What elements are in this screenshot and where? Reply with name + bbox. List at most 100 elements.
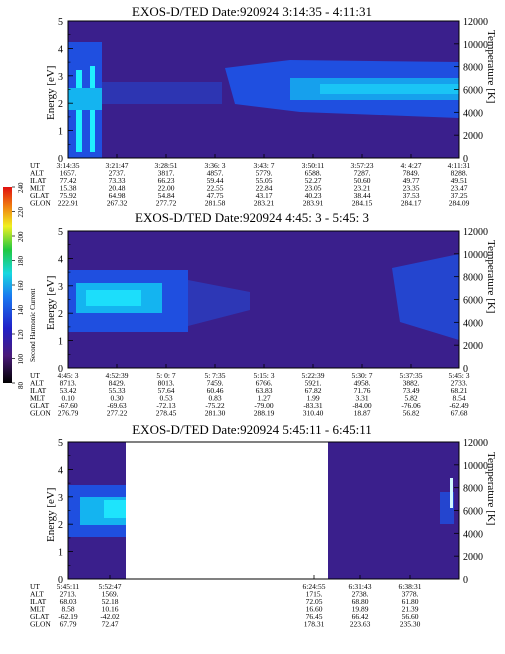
temperature-tick-label: 0: [463, 575, 468, 586]
colorbar-tick-label: 80: [17, 382, 25, 390]
ephemeris-value: 284.17: [401, 199, 422, 208]
ephemeris-value: -62.49: [449, 401, 469, 410]
ephemeris-value: 223.63: [350, 620, 371, 629]
energy-tick-label: 4: [58, 465, 63, 476]
ephemeris-value: 5:52:47: [99, 582, 122, 591]
ephemeris-value: 7849.: [403, 169, 420, 178]
energy-tick-label: 2: [58, 520, 63, 531]
ephemeris-value: 3817.: [158, 169, 175, 178]
ephemeris-value: 277.72: [156, 199, 177, 208]
ephemeris-value: 64.98: [109, 191, 126, 200]
energy-tick-label: 4: [58, 254, 63, 265]
ephemeris-value: 53.42: [60, 386, 77, 395]
energy-tick-label: 0: [58, 154, 63, 165]
ephemeris-value: 23.05: [305, 184, 322, 193]
panel-1-y2label: Temperature [K]: [485, 30, 497, 103]
temperature-tick-label: 4000: [463, 529, 483, 540]
ephemeris-value: 5:45:11: [57, 582, 80, 591]
ephemeris-value: 66.23: [158, 176, 175, 185]
ephemeris-value: 1569.: [102, 590, 119, 599]
colorbar-tick-label: 160: [17, 280, 25, 291]
ephemeris-row-label: UT: [30, 371, 40, 380]
ephemeris-value: 73.49: [403, 386, 420, 395]
ephemeris-value: 20.48: [109, 184, 126, 193]
temperature-tick-label: 6000: [463, 507, 483, 518]
temperature-tick-label: 2000: [463, 552, 483, 563]
ephemeris-value: 60.46: [207, 386, 224, 395]
temperature-tick-label: 2000: [463, 341, 483, 352]
ephemeris-row-label: ALT: [30, 590, 44, 599]
ephemeris-value: 19.89: [352, 605, 369, 614]
ephemeris-value: 73.33: [109, 176, 126, 185]
colorbar-tick-label: 100: [17, 354, 25, 365]
ephemeris-value: 1715.: [306, 590, 323, 599]
ephemeris-value: 3:57:23: [351, 161, 374, 170]
ephemeris-value: 68.21: [451, 386, 468, 395]
temperature-tick-label: 10000: [463, 40, 488, 51]
ephemeris-value: 3:21:47: [106, 161, 129, 170]
ephemeris-value: 63.83: [256, 386, 273, 395]
ephemeris-value: 276.79: [58, 409, 79, 418]
ephemeris-row-label: GLON: [30, 199, 51, 208]
ephemeris-value: 7287.: [354, 169, 371, 178]
ephemeris-value: 284.09: [449, 199, 470, 208]
ephemeris-value: 0.30: [110, 394, 123, 403]
colorbar-tick-label: 120: [17, 329, 25, 340]
temperature-tick-label: 12000: [463, 17, 488, 28]
ephemeris-value: 3:14:35: [57, 161, 80, 170]
ephemeris-value: 40.23: [305, 191, 322, 200]
ephemeris-value: 68.03: [60, 597, 77, 606]
colorbar-tick-label: 180: [17, 256, 25, 267]
ephemeris-value: 47.75: [207, 191, 224, 200]
ephemeris-value: 281.58: [205, 199, 226, 208]
energy-tick-label: 5: [58, 227, 63, 238]
ephemeris-value: -76.06: [401, 401, 421, 410]
ephemeris-value: 8713.: [60, 379, 77, 388]
ephemeris-value: 5779.: [256, 169, 273, 178]
ephemeris-value: 4958.: [354, 379, 371, 388]
ephemeris-value: -84.00: [352, 401, 372, 410]
temperature-tick-label: 0: [463, 364, 468, 375]
ephemeris-value: 3778.: [402, 590, 419, 599]
ephemeris-value: 3:28:51: [155, 161, 178, 170]
colorbar-tick-label: 240: [17, 182, 25, 193]
ephemeris-row-label: GLAT: [30, 612, 50, 621]
temperature-tick-label: 0: [463, 154, 468, 165]
ephemeris-value: 2713.: [60, 590, 77, 599]
temperature-tick-label: 12000: [463, 227, 488, 238]
ephemeris-value: 5:15: 3: [253, 371, 274, 380]
ephemeris-value: 5:37:35: [400, 371, 423, 380]
ephemeris-value: -42.02: [100, 612, 120, 621]
ephemeris-value: 277.22: [107, 409, 128, 418]
ephemeris-value: 0.10: [61, 394, 74, 403]
ephemeris-row-label: UT: [30, 582, 40, 591]
ephemeris-value: 5.82: [404, 394, 417, 403]
ephemeris-value: 61.80: [402, 597, 419, 606]
ephemeris-row-label: ALT: [30, 379, 44, 388]
ephemeris-row-label: ALT: [30, 169, 44, 178]
ephemeris-value: 52.18: [102, 597, 119, 606]
ephemeris-value: 76.45: [306, 612, 323, 621]
ephemeris-value: 4857.: [207, 169, 224, 178]
panel-2-spectrum: [68, 254, 459, 340]
ephemeris-value: 15.38: [60, 184, 77, 193]
temperature-tick-label: 10000: [463, 461, 488, 472]
panel-1-title: EXOS-D/TED Date:920924 3:14:35 - 4:11:31: [132, 4, 372, 19]
energy-tick-label: 5: [58, 17, 63, 28]
ephemeris-value: 59.44: [207, 176, 224, 185]
ephemeris-value: 71.76: [354, 386, 371, 395]
ephemeris-value: 67.68: [451, 409, 468, 418]
ephemeris-value: 5:30: 7: [351, 371, 372, 380]
ephemeris-value: 22.55: [207, 184, 224, 193]
energy-tick-label: 5: [58, 438, 63, 449]
ephemeris-value: 6:31:43: [349, 582, 372, 591]
panel-3-y2label: Temperature [K]: [485, 452, 497, 525]
ephemeris-value: 49.51: [451, 176, 468, 185]
ephemeris-value: 6:38:31: [399, 582, 422, 591]
ephemeris-row-label: MLT: [30, 605, 46, 614]
ephemeris-value: 2733.: [451, 379, 468, 388]
ephemeris-value: 72.47: [102, 620, 119, 629]
ephemeris-value: 67.79: [60, 620, 77, 629]
ephemeris-value: 3882.: [403, 379, 420, 388]
